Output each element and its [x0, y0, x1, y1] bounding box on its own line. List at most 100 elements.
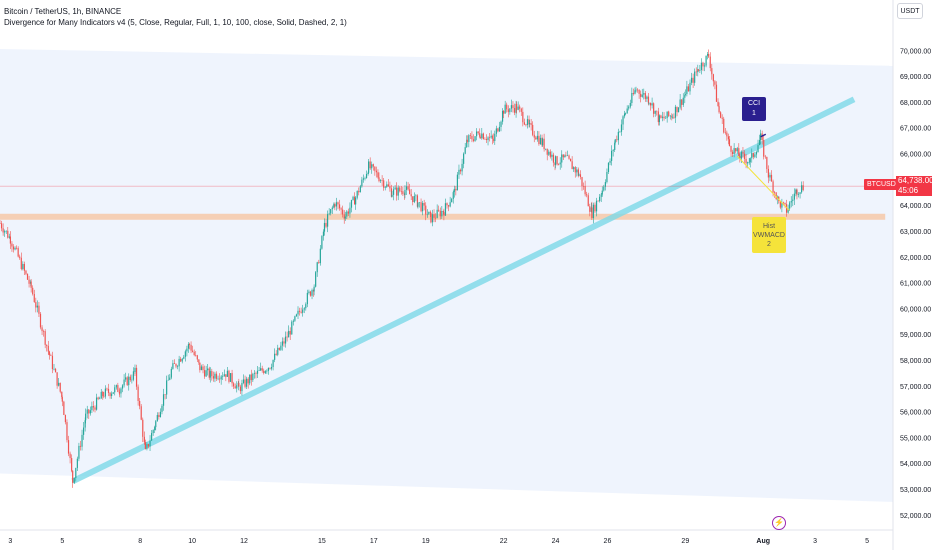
candle-body — [392, 189, 395, 195]
candle-body — [554, 156, 557, 166]
candle-body — [286, 336, 288, 338]
candles-group[interactable] — [0, 49, 804, 488]
candle-body — [33, 294, 35, 303]
candle-body — [63, 401, 65, 416]
candle-body — [433, 214, 435, 218]
indicator-legend[interactable]: Divergence for Many Indicators v4 (5, Cl… — [4, 18, 347, 27]
hist-vwmacd-divergence-label[interactable]: Hist VWMACD 2 — [752, 217, 786, 253]
candle-body — [724, 132, 726, 134]
candle-body — [383, 180, 385, 188]
support-trendline[interactable] — [71, 96, 856, 484]
hist-label-line3: 2 — [767, 241, 771, 248]
currency-selector[interactable]: USDT — [897, 3, 923, 19]
candle-body — [461, 163, 463, 172]
candle-body — [228, 370, 230, 382]
candle-body — [58, 382, 60, 386]
candle-body — [576, 169, 578, 173]
candle-body — [687, 86, 690, 92]
candle-body — [72, 470, 74, 483]
candle-body — [43, 331, 45, 332]
candle-body — [162, 394, 165, 406]
candle-body — [209, 371, 211, 378]
candle-body — [214, 373, 216, 379]
candle-body — [418, 202, 421, 203]
candle-body — [442, 211, 444, 213]
candle-body — [107, 388, 110, 393]
candle-body — [595, 200, 598, 212]
candle-body — [202, 366, 204, 371]
candle-body — [616, 139, 618, 141]
candle-body — [562, 154, 564, 158]
candle-body — [700, 62, 703, 70]
candle-body — [231, 373, 233, 384]
candle-body — [441, 211, 443, 217]
candle-body — [249, 374, 251, 384]
divergence-line[interactable] — [736, 155, 790, 211]
candle-body — [308, 291, 310, 293]
candle-body — [663, 116, 665, 119]
candle-body — [745, 158, 747, 164]
candle-body — [536, 135, 538, 140]
candle-body — [705, 55, 707, 66]
candle-body — [114, 387, 116, 393]
candle-body — [523, 122, 525, 125]
cci-label-line1: CCI — [747, 100, 761, 107]
candle-body — [754, 154, 756, 157]
candle-body — [781, 202, 783, 208]
candle-body — [802, 185, 804, 191]
candle-body — [14, 247, 16, 250]
candle-body — [603, 186, 605, 191]
candle-body — [84, 420, 86, 428]
horizontal-support-zone[interactable] — [0, 213, 886, 220]
candle-body — [711, 68, 713, 75]
candle-body — [676, 106, 678, 113]
candle-body — [564, 155, 566, 158]
candle-body — [375, 170, 378, 173]
candle-body — [238, 382, 240, 387]
candle-body — [727, 136, 730, 140]
x-tick-label: 3 — [813, 538, 817, 545]
lightning-icon[interactable]: ⚡ — [772, 516, 786, 530]
candle-body — [400, 191, 402, 192]
candle-body — [288, 330, 290, 338]
candle-body — [364, 177, 366, 179]
candle-body — [11, 243, 13, 247]
candle-body — [504, 104, 506, 114]
candle-body — [306, 292, 308, 305]
candle-body — [546, 148, 548, 155]
candle-body — [640, 93, 642, 97]
cci-divergence-label[interactable]: CCI 1 — [742, 97, 766, 121]
candle-body — [539, 137, 542, 145]
candle-body — [295, 314, 298, 317]
candle-body — [123, 379, 125, 386]
x-tick-label: 5 — [60, 538, 64, 545]
candle-body — [482, 133, 484, 140]
candle-body — [449, 202, 451, 207]
candle-body — [109, 392, 111, 396]
candle-body — [426, 214, 428, 216]
candle-body — [149, 440, 151, 447]
candle-body — [173, 363, 176, 364]
candle-body — [292, 320, 294, 322]
candle-body — [481, 133, 483, 139]
candle-body — [0, 223, 1, 224]
candle-body — [50, 355, 52, 356]
candle-body — [784, 202, 786, 205]
candle-body — [601, 190, 603, 195]
candle-body — [538, 135, 540, 145]
candle-body — [181, 358, 183, 362]
x-tick-label: Aug — [756, 538, 770, 545]
candle-body — [399, 187, 401, 192]
candle-body — [322, 231, 325, 237]
candle-body — [455, 188, 457, 191]
candle-body — [559, 162, 561, 165]
candle-body — [755, 152, 758, 155]
candle-body — [592, 204, 595, 219]
candle-body — [422, 202, 424, 212]
candle-body — [316, 262, 318, 273]
candle-body — [434, 217, 437, 219]
candle-body — [717, 101, 719, 107]
candle-body — [643, 93, 645, 95]
candle-body — [321, 236, 323, 249]
